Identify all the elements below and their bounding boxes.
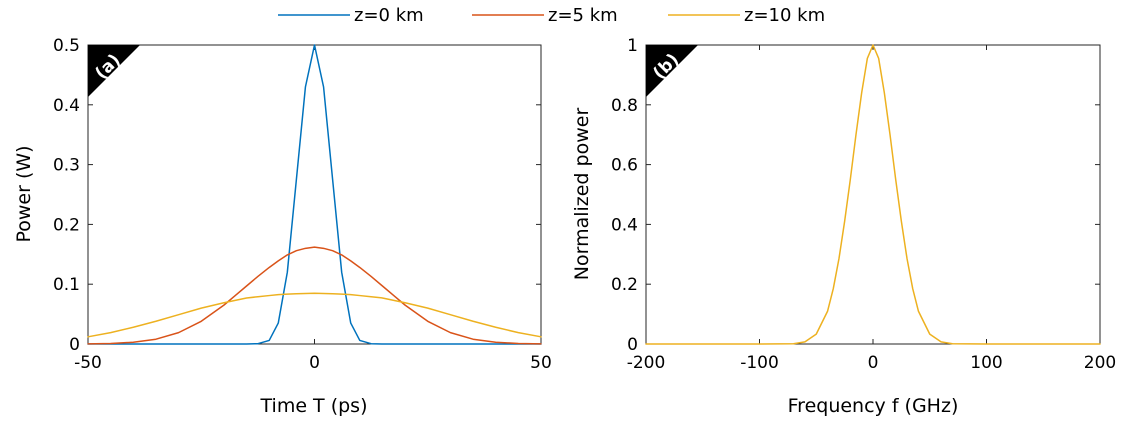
x-tick-label: 0 bbox=[309, 353, 320, 373]
legend-label-z10: z=10 km bbox=[744, 5, 825, 26]
legend-label-z0: z=0 km bbox=[354, 5, 424, 26]
y-tick-label: 0.2 bbox=[53, 215, 80, 235]
y-tick-label: 0.4 bbox=[53, 96, 80, 116]
panel-b-series bbox=[645, 44, 1101, 345]
panel-b-ylabel: Normalized power bbox=[571, 108, 593, 281]
panel-a-series bbox=[87, 44, 542, 345]
y-tick-label: 0.8 bbox=[611, 96, 638, 116]
y-tick-label: 0.1 bbox=[53, 275, 80, 295]
y-tick-label: 0 bbox=[69, 335, 80, 355]
x-tick-label: -100 bbox=[740, 353, 779, 373]
panel-b-ticks: -200 -100 0 100 200 0 0.2 0.4 0.6 0.8 1 bbox=[611, 36, 1116, 373]
x-tick-label: 50 bbox=[530, 353, 552, 373]
series-line-z-0-km bbox=[87, 44, 542, 345]
panel-a-plot-area bbox=[87, 44, 542, 345]
x-tick-label: 100 bbox=[970, 353, 1002, 373]
y-tick-label: 0 bbox=[627, 335, 638, 355]
y-tick-label: 0.6 bbox=[611, 156, 638, 176]
y-tick-label: 0.5 bbox=[53, 36, 80, 56]
panel-a-xlabel: Time T (ps) bbox=[260, 395, 368, 417]
panel-a-ylabel: Power (W) bbox=[13, 145, 35, 242]
x-tick-label: -50 bbox=[74, 353, 102, 373]
legend: z=0 km z=5 km z=10 km bbox=[278, 5, 825, 26]
y-tick-label: 0.2 bbox=[611, 275, 638, 295]
y-tick-label: 0.3 bbox=[53, 156, 80, 176]
series-line-z-5-km bbox=[87, 246, 542, 345]
y-tick-label: 1 bbox=[627, 36, 638, 56]
y-tick-label: 0.4 bbox=[611, 215, 638, 235]
series-line-z-10-km bbox=[645, 44, 1101, 345]
panel-a-label-corner bbox=[88, 45, 140, 97]
panel-b-plot-area bbox=[645, 44, 1101, 345]
series-line-z-10-km bbox=[87, 292, 542, 338]
panel-b-xlabel: Frequency f (GHz) bbox=[788, 395, 959, 417]
x-tick-label: 0 bbox=[868, 353, 879, 373]
panel-b-label-corner bbox=[646, 45, 698, 97]
x-tick-label: -200 bbox=[627, 353, 666, 373]
x-tick-label: 200 bbox=[1084, 353, 1116, 373]
legend-label-z5: z=5 km bbox=[548, 5, 618, 26]
